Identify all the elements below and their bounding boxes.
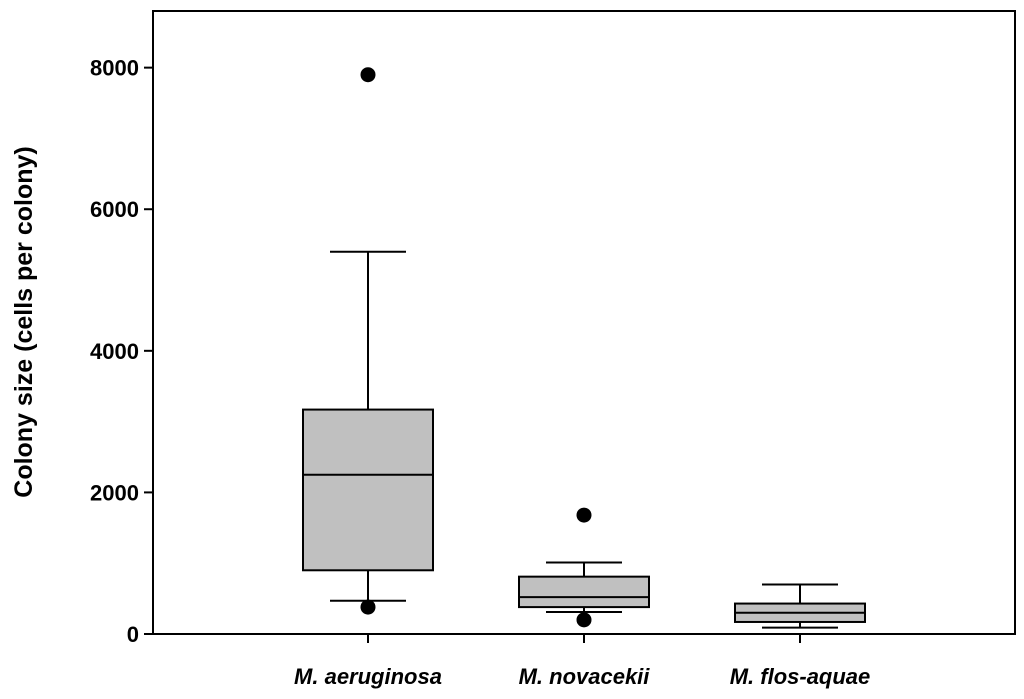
x-category-label: M. novacekii <box>519 664 651 689</box>
y-tick-label: 0 <box>127 622 139 647</box>
box-group <box>734 583 866 629</box>
plot-area-frame <box>152 10 1016 635</box>
x-category-label: M. flos-aquae <box>730 664 871 689</box>
y-axis-title: Colony size (cells per colony) <box>10 146 38 497</box>
box-iqr <box>302 408 434 572</box>
y-tick-label: 8000 <box>90 56 139 81</box>
y-axis: 0 2000 4000 6000 8000 <box>90 56 153 647</box>
outlier-point <box>576 612 592 628</box>
box-group <box>302 67 434 615</box>
y-tick-label: 6000 <box>90 197 139 222</box>
box-iqr <box>518 575 650 609</box>
outlier-point <box>576 507 592 523</box>
y-tick-label: 2000 <box>90 480 139 505</box>
x-axis: M. aeruginosa M. novacekii M. flos-aquae <box>294 634 870 689</box>
y-tick-label: 4000 <box>90 339 139 364</box>
outlier-point <box>360 67 376 83</box>
x-category-label: M. aeruginosa <box>294 664 442 689</box>
box-series <box>302 67 866 629</box>
outlier-point <box>360 599 376 615</box>
box-group <box>518 507 650 628</box>
